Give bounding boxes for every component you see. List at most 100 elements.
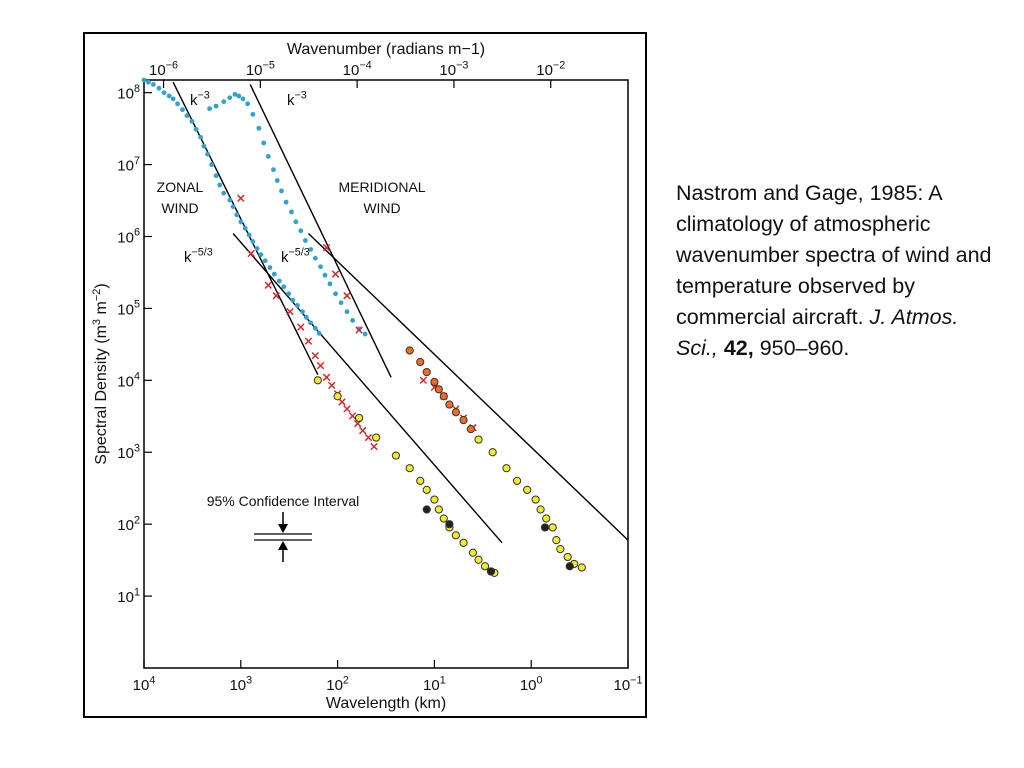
point-s4-8	[459, 415, 468, 425]
point-s2-18	[370, 442, 378, 451]
axes: 104 103 102 101 100 10−1 Wavelength (km) 10−6 10…	[91, 41, 643, 712]
point-s6-2	[486, 567, 496, 576]
point-s6-4	[565, 562, 574, 571]
ci-arrow-up-head	[278, 541, 288, 550]
point-s5-20	[488, 448, 497, 457]
data-points	[141, 77, 586, 578]
point-s5-7	[422, 485, 431, 494]
citation-title: A climatology of atmospheric wavenumber …	[676, 181, 992, 329]
citation-volume: 42,	[723, 336, 754, 360]
point-s5-19	[474, 435, 483, 444]
zonal-wind-label-1: ZONAL	[157, 179, 204, 195]
meridional-wind-label-1: MERIDIONAL	[338, 179, 425, 195]
point-s0-27	[258, 252, 264, 258]
point-s5-24	[531, 495, 540, 504]
point-s1-4	[232, 91, 238, 97]
point-s0-36	[300, 309, 305, 315]
point-s1-10	[261, 140, 267, 146]
y-tick-label-6: 107	[117, 155, 140, 175]
point-s0-22	[238, 219, 244, 225]
point-s1-5	[236, 93, 242, 99]
point-s5-29	[556, 545, 565, 554]
point-s3-4	[419, 376, 428, 385]
point-s0-7	[175, 101, 180, 107]
point-s2-9	[322, 373, 331, 382]
point-s1-30	[362, 331, 368, 337]
point-s0-35	[295, 303, 300, 308]
point-s1-19	[303, 238, 308, 243]
point-s0-23	[242, 225, 248, 231]
point-s5-23	[523, 485, 532, 494]
point-s2-7	[311, 351, 320, 360]
reference-line-1	[232, 233, 503, 544]
point-s1-11	[265, 153, 271, 159]
point-s5-5	[405, 464, 414, 473]
citation-pages: 950–960.	[759, 336, 850, 360]
point-s2-1	[247, 249, 255, 258]
point-s1-13	[274, 178, 280, 183]
point-s5-13	[459, 538, 468, 547]
x-tick-label-1: 103	[229, 674, 252, 694]
point-s1-2	[221, 99, 227, 105]
point-s0-3	[156, 85, 162, 91]
point-s4-4	[434, 385, 443, 394]
point-s1-16	[289, 209, 294, 215]
point-s0-17	[217, 182, 223, 188]
point-s1-3	[227, 95, 233, 101]
point-s1-7	[245, 101, 251, 107]
point-s2-5	[297, 323, 305, 331]
top-axis-label: Wavenumber (radians m−1)	[287, 41, 485, 58]
point-s5-0	[313, 376, 322, 385]
point-s0-26	[254, 246, 260, 251]
y-tick-label-4: 105	[117, 299, 140, 319]
point-s4-5	[439, 392, 448, 401]
top-tick-label-1: 10−5	[246, 59, 275, 79]
point-s2-17	[364, 433, 373, 442]
point-s1-29	[356, 326, 362, 332]
point-s2-3	[272, 292, 281, 300]
meridional-k3-label: k−3	[287, 89, 307, 109]
top-tick-label-0: 10−6	[149, 59, 178, 79]
x-tick-label-3: 101	[423, 674, 446, 694]
point-s1-25	[333, 291, 338, 297]
point-s0-31	[276, 278, 282, 284]
point-s0-40	[316, 330, 322, 336]
point-s0-4	[161, 90, 167, 96]
point-s3-1	[331, 270, 340, 278]
citation-authors: Nastrom and Gage, 1985:	[676, 181, 924, 205]
point-s0-8	[180, 107, 185, 113]
point-s2-2	[264, 281, 273, 289]
point-s4-1	[416, 357, 425, 367]
point-s1-8	[250, 111, 256, 117]
point-s5-30	[563, 552, 572, 562]
point-s2-10	[327, 381, 336, 390]
point-s4-0	[405, 346, 414, 355]
confidence-label: 95% Confidence Interval	[207, 493, 360, 509]
point-s0-24	[246, 232, 252, 238]
point-s2-12	[338, 398, 346, 406]
point-s3-2	[343, 292, 351, 300]
point-s2-8	[316, 361, 325, 370]
point-s5-32	[577, 563, 586, 572]
point-s1-15	[283, 199, 289, 205]
top-tick-label-2: 10−4	[343, 59, 372, 79]
point-s0-38	[308, 320, 314, 326]
plot-area	[143, 79, 629, 669]
point-s5-22	[512, 476, 522, 485]
point-s5-16	[480, 562, 490, 571]
meridional-wind-label-2: WIND	[363, 200, 400, 216]
meridional-k53-label: k−5/3	[281, 246, 310, 266]
point-s5-26	[542, 514, 551, 523]
point-s0-30	[271, 271, 277, 277]
point-s2-14	[348, 412, 357, 420]
point-s6-1	[445, 520, 454, 529]
point-s0-19	[227, 197, 233, 203]
point-s1-0	[207, 106, 213, 112]
annotations: ZONAL WIND MERIDIONAL WIND k−3 k−3 k−5/3 k−5/3 9…	[157, 89, 426, 562]
point-s5-27	[548, 523, 557, 532]
point-s1-9	[256, 125, 262, 131]
point-s5-6	[416, 476, 425, 485]
point-s5-8	[430, 495, 439, 504]
figure-frame	[83, 32, 647, 718]
